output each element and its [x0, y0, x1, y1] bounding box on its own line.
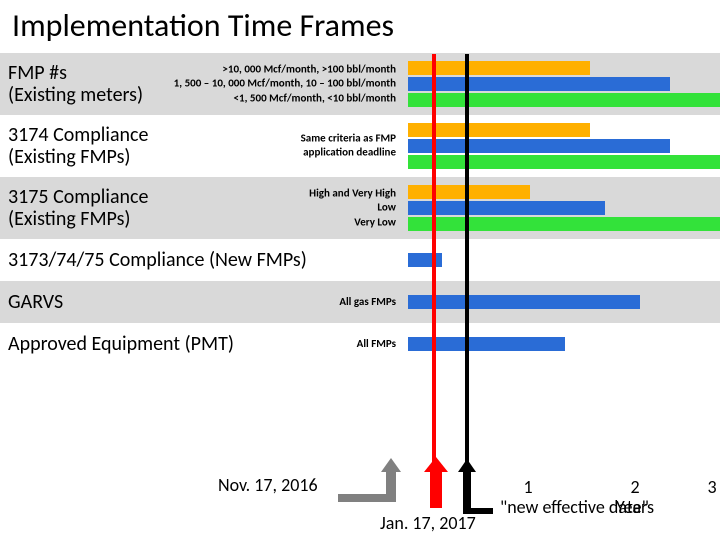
label-fmp: FMP #s(Existing meters): [8, 62, 143, 106]
date-nov: Nov. 17, 2016: [218, 474, 318, 496]
bar-fmp-1: [408, 77, 670, 91]
barcol-3175: [400, 177, 720, 239]
date-jan: Jan. 17, 2017: [380, 512, 476, 534]
sublabels-pmt: All FMPs: [357, 337, 396, 351]
barcol-garvs: [400, 281, 720, 323]
labelcol-3174: 3174 Compliance(Existing FMPs) Same crite…: [0, 115, 400, 177]
label-3174: 3174 Compliance(Existing FMPs): [8, 124, 148, 168]
barcol-317345: [400, 239, 720, 281]
labelcol-3175: 3175 Compliance(Existing FMPs) High and V…: [0, 177, 400, 239]
row-317345: 3173/74/75 Compliance (New FMPs): [0, 239, 720, 281]
row-fmp: FMP #s(Existing meters) >10, 000 Mcf/mont…: [0, 53, 720, 115]
year-tick-2: 2: [630, 476, 639, 498]
sublabels-3174: Same criteria as FMPapplication deadline: [301, 132, 396, 161]
year-tick-3: 3: [707, 476, 716, 498]
year-tick-1: 1: [523, 476, 532, 498]
bar-3174-1: [408, 139, 670, 153]
note-new-effective: "new effective date": [500, 496, 649, 518]
sublabels-fmp: >10, 000 Mcf/month, >100 bbl/month1, 500…: [174, 63, 396, 106]
bar-3175-2: [408, 217, 720, 231]
labelcol-garvs: GARVS All gas FMPs: [0, 281, 400, 323]
row-pmt: Approved Equipment (PMT) All FMPs: [0, 323, 720, 365]
vline-0: [432, 54, 436, 468]
row-3175: 3175 Compliance(Existing FMPs) High and V…: [0, 177, 720, 239]
row-garvs: GARVS All gas FMPs: [0, 281, 720, 323]
vline-1: [465, 54, 469, 468]
rows-container: FMP #s(Existing meters) >10, 000 Mcf/mont…: [0, 53, 720, 365]
label-317345: 3173/74/75 Compliance (New FMPs): [8, 249, 307, 271]
labelcol-fmp: FMP #s(Existing meters) >10, 000 Mcf/mont…: [0, 53, 400, 115]
bar-3175-0: [408, 185, 530, 199]
barcol-fmp: [400, 53, 720, 115]
sublabels-garvs: All gas FMPs: [339, 295, 396, 309]
bar-3175-1: [408, 201, 605, 215]
bar-317345-0: [408, 253, 442, 267]
label-garvs: GARVS: [8, 291, 63, 313]
labelcol-pmt: Approved Equipment (PMT) All FMPs: [0, 323, 400, 365]
page-title: Implementation Time Frames: [0, 0, 720, 53]
label-pmt: Approved Equipment (PMT): [8, 333, 234, 355]
label-3175: 3175 Compliance(Existing FMPs): [8, 186, 148, 230]
row-3174: 3174 Compliance(Existing FMPs) Same crite…: [0, 115, 720, 177]
sublabels-3175: High and Very HighLowVery Low: [309, 187, 396, 230]
labelcol-317345: 3173/74/75 Compliance (New FMPs): [0, 239, 400, 281]
barcol-pmt: [400, 323, 720, 365]
bar-3174-2: [408, 155, 720, 169]
barcol-3174: [400, 115, 720, 177]
bar-fmp-2: [408, 93, 720, 107]
bar-garvs-0: [408, 295, 640, 309]
